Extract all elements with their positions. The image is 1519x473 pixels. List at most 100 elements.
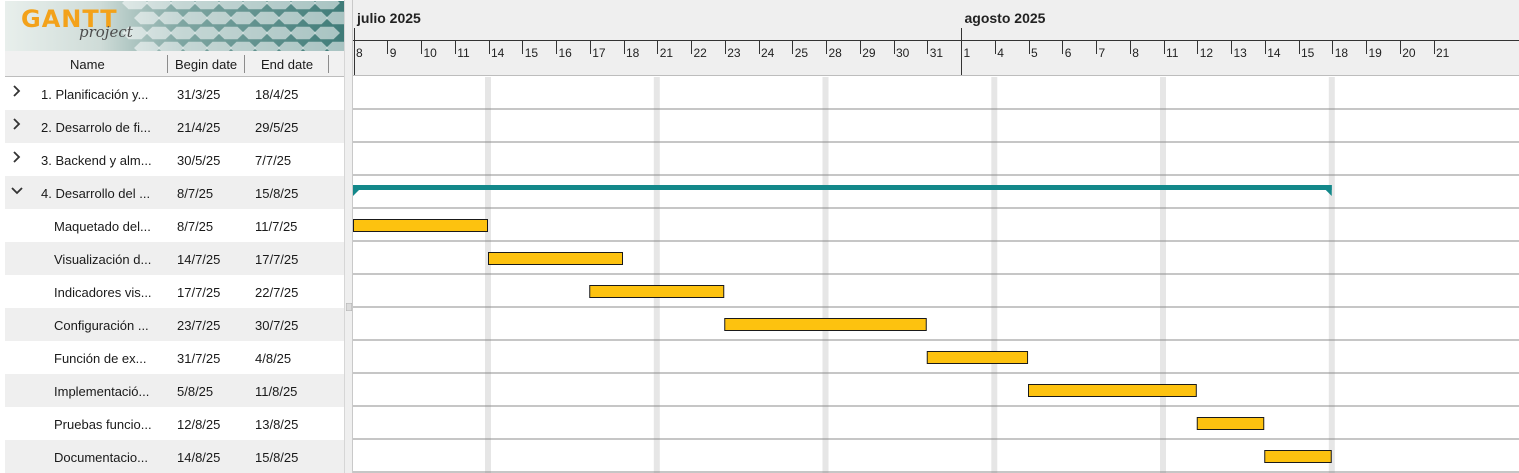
- task-begin-date[interactable]: 5/8/25: [177, 384, 214, 399]
- task-end-date[interactable]: 11/7/25: [255, 219, 298, 234]
- task-name[interactable]: Maquetado del...: [54, 219, 151, 234]
- chevron-right-icon[interactable]: [11, 118, 23, 132]
- day-tick: [522, 40, 524, 54]
- gantt-chart-area[interactable]: julio 2025 agosto 2025 8 9 10 11 14 15 16 17 18 21 2…: [353, 0, 1519, 473]
- column-header-begin-date[interactable]: Begin date: [175, 57, 238, 72]
- day-label: 29: [862, 46, 876, 60]
- task-name[interactable]: Implementació...: [54, 384, 150, 399]
- day-label: 28: [828, 46, 842, 60]
- task-begin-date[interactable]: 23/7/25: [177, 318, 221, 333]
- task-name[interactable]: Configuración ...: [54, 318, 149, 333]
- month-label: julio 2025: [357, 10, 421, 26]
- task-begin-date[interactable]: 14/8/25: [177, 450, 221, 465]
- task-name[interactable]: 1. Planificación y...: [41, 87, 149, 102]
- task-row[interactable]: Función de ex... 31/7/25 4/8/25: [5, 341, 344, 374]
- task-name[interactable]: 4. Desarrollo del ...: [41, 186, 151, 201]
- day-label: 31: [929, 46, 944, 60]
- task-bar[interactable]: [488, 252, 623, 265]
- column-header-end-date[interactable]: End date: [261, 57, 314, 72]
- day-label: 15: [524, 46, 539, 60]
- day-tick: [421, 40, 422, 54]
- chevron-right-icon[interactable]: [11, 151, 23, 165]
- logo-hex-cell: [242, 1, 268, 10]
- logo-hex-cell: [146, 26, 172, 40]
- task-row[interactable]: Implementació... 5/8/25 11/8/25: [5, 374, 344, 407]
- task-bar[interactable]: [353, 219, 488, 232]
- task-name[interactable]: Pruebas funcio...: [54, 417, 152, 432]
- logo-hex-cell: [290, 26, 316, 40]
- column-divider[interactable]: [328, 55, 329, 73]
- task-name[interactable]: Documentacio...: [54, 450, 148, 465]
- task-name[interactable]: Visualización d...: [54, 252, 152, 267]
- task-row[interactable]: 3. Backend y alm... 30/5/25 7/7/25: [5, 143, 344, 176]
- task-end-date[interactable]: 7/7/25: [255, 153, 292, 168]
- day-tick: [1231, 40, 1232, 54]
- task-end-date[interactable]: 29/5/25: [255, 120, 299, 135]
- task-row[interactable]: Maquetado del... 8/7/25 11/7/25: [5, 209, 344, 242]
- logo-hex-cell: [134, 41, 160, 51]
- day-tick: [488, 40, 490, 54]
- task-end-date[interactable]: 15/8/25: [255, 186, 299, 201]
- task-name[interactable]: 2. Desarrolo de fi...: [41, 120, 151, 135]
- task-bar[interactable]: [1196, 417, 1265, 430]
- gantt-chart-canvas[interactable]: [353, 0, 1519, 473]
- task-end-date[interactable]: 30/7/25: [255, 318, 299, 333]
- day-label: 14: [1267, 46, 1281, 60]
- task-bar[interactable]: [589, 285, 725, 298]
- logo-hex-cell: [254, 11, 280, 25]
- logo-hex-cell: [230, 11, 256, 25]
- task-begin-date[interactable]: 12/8/25: [177, 417, 221, 432]
- task-end-date[interactable]: 17/7/25: [255, 252, 299, 267]
- task-begin-date[interactable]: 8/7/25: [177, 186, 214, 201]
- task-bar[interactable]: [1028, 384, 1197, 397]
- task-row[interactable]: Documentacio... 14/8/25 15/8/25: [5, 440, 344, 473]
- task-end-date[interactable]: 18/4/25: [255, 87, 299, 102]
- day-tick: [758, 40, 760, 54]
- day-label: 18: [626, 46, 640, 60]
- task-row[interactable]: Pruebas funcio... 12/8/25 13/8/25: [5, 407, 344, 440]
- day-tick: [623, 40, 625, 54]
- day-label: 11: [457, 46, 470, 60]
- task-row[interactable]: 2. Desarrolo de fi... 21/4/25 29/5/25: [5, 110, 344, 143]
- task-begin-date[interactable]: 31/7/25: [177, 351, 221, 366]
- task-name[interactable]: Indicadores vis...: [54, 285, 152, 300]
- task-begin-date[interactable]: 17/7/25: [177, 285, 221, 300]
- logo-hex-cell: [218, 1, 244, 10]
- logo-hex-cell: [278, 41, 304, 51]
- task-name[interactable]: 3. Backend y alm...: [41, 153, 152, 168]
- weekend-band: [1328, 77, 1335, 473]
- chevron-right-icon[interactable]: [11, 85, 23, 99]
- day-tick: [1332, 40, 1334, 54]
- task-begin-date[interactable]: 21/4/25: [177, 120, 221, 135]
- task-bar[interactable]: [1264, 450, 1332, 463]
- task-begin-date[interactable]: 31/3/25: [177, 87, 221, 102]
- column-header-name[interactable]: Name: [70, 57, 105, 72]
- task-bar[interactable]: [724, 318, 927, 331]
- logo-hex-cell: [266, 1, 292, 10]
- splitter-grip-icon[interactable]: [346, 303, 352, 311]
- column-divider[interactable]: [244, 55, 245, 73]
- day-tick: [994, 40, 996, 54]
- summary-task-bar[interactable]: [353, 185, 1332, 196]
- task-bar[interactable]: [926, 351, 1029, 364]
- task-end-date[interactable]: 15/8/25: [255, 450, 299, 465]
- task-begin-date[interactable]: 8/7/25: [177, 219, 214, 234]
- task-begin-date[interactable]: 30/5/25: [177, 153, 221, 168]
- task-end-date[interactable]: 13/8/25: [255, 417, 299, 432]
- task-row[interactable]: Indicadores vis... 17/7/25 22/7/25: [5, 275, 344, 308]
- column-divider[interactable]: [167, 55, 168, 73]
- task-begin-date[interactable]: 14/7/25: [177, 252, 221, 267]
- logo-hex-cell: [158, 11, 184, 25]
- task-name[interactable]: Función de ex...: [54, 351, 147, 366]
- task-end-date[interactable]: 4/8/25: [255, 351, 292, 366]
- task-end-date[interactable]: 11/8/25: [255, 384, 298, 399]
- day-tick: [724, 40, 726, 54]
- task-row[interactable]: Visualización d... 14/7/25 17/7/25: [5, 242, 344, 275]
- panel-splitter[interactable]: [344, 0, 353, 473]
- task-row[interactable]: Configuración ... 23/7/25 30/7/25: [5, 308, 344, 341]
- chevron-down-icon[interactable]: [11, 184, 23, 198]
- task-row[interactable]: 1. Planificación y... 31/3/25 18/4/25: [5, 77, 344, 110]
- logo-main-text: GANTT: [21, 5, 118, 33]
- task-end-date[interactable]: 22/7/25: [255, 285, 299, 300]
- task-row[interactable]: 4. Desarrollo del ... 8/7/25 15/8/25: [5, 176, 344, 209]
